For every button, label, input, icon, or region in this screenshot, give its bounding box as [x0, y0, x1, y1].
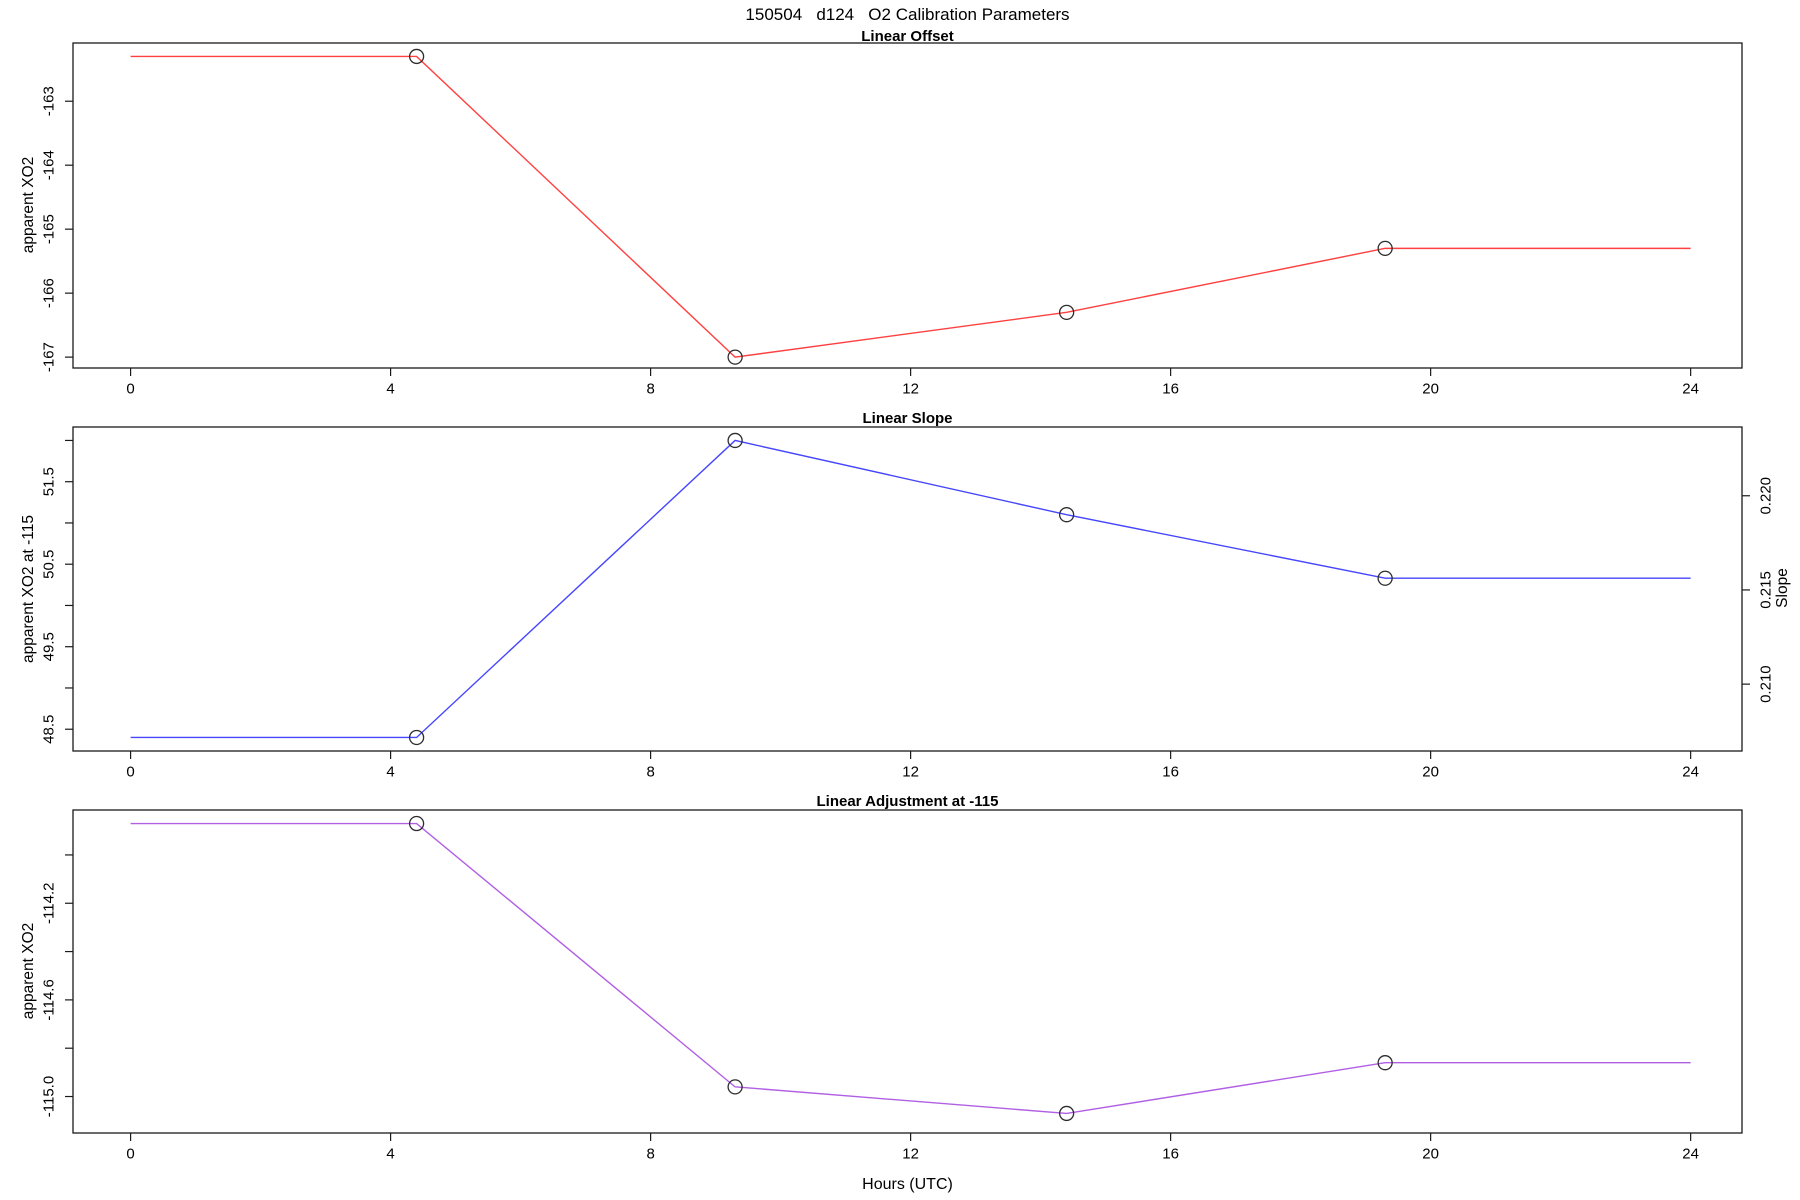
panel-linear-offset: 0 4 8 12 16 20 24 -163 -164 -165 -166 -167 — [41, 42, 1743, 398]
x-tick-label: 8 — [646, 764, 654, 781]
data-point — [727, 1079, 743, 1095]
data-point — [1058, 1105, 1075, 1122]
y-tick-right-label: 0.220 — [1758, 477, 1775, 515]
panel-linear-adjustment: 0 4 8 12 16 20 24 -114.2 -114.6 -115.0 — [41, 809, 1743, 1163]
panel-title-linear-slope: Linear Slope — [862, 410, 953, 427]
data-point — [727, 432, 743, 449]
y-tick-right-label: 0.210 — [1758, 665, 1775, 703]
x-tick-label: 16 — [1162, 1146, 1179, 1163]
x-tick-label: 0 — [126, 381, 134, 398]
x-tick-label: 24 — [1682, 381, 1699, 398]
data-point — [1377, 240, 1393, 257]
x-tick-label: 12 — [902, 381, 919, 398]
x-tick-label: 20 — [1422, 381, 1439, 398]
data-point — [408, 815, 425, 832]
x-tick-label: 16 — [1162, 764, 1179, 781]
x-tick-label: 20 — [1422, 1146, 1439, 1163]
data-point — [1058, 507, 1075, 523]
data-point — [727, 349, 743, 365]
y-tick-label: -115.0 — [41, 1076, 58, 1117]
plot-box — [72, 42, 1743, 369]
y-axis-label-adjustment: apparent XO2 — [20, 922, 37, 1020]
x-tick-label: 12 — [902, 764, 919, 781]
x-tick-label: 16 — [1162, 381, 1179, 398]
y-tick-label: 48.5 — [41, 715, 58, 744]
data-point — [1058, 304, 1075, 320]
data-line — [130, 822, 1691, 1115]
panel-title-linear-adjustment: Linear Adjustment at -115 — [816, 793, 999, 810]
data-point — [408, 48, 425, 65]
y-tick-label: -114.6 — [41, 979, 58, 1020]
y-axis-label-slope-left: apparent XO2 at -115 — [20, 515, 37, 663]
x-tick-label: 8 — [646, 1146, 654, 1163]
x-tick-label: 0 — [126, 764, 134, 781]
y-tick-label: -114.2 — [41, 883, 58, 924]
y-tick-label: -164 — [41, 150, 58, 180]
x-tick-label: 12 — [902, 1146, 919, 1163]
x-axis-label: Hours (UTC) — [862, 1176, 953, 1193]
y-axis-label-offset: apparent XO2 — [20, 156, 37, 254]
x-tick-label: 4 — [386, 381, 394, 398]
y-tick-label: -165 — [41, 214, 58, 244]
y-tick-label: -167 — [41, 342, 58, 372]
data-point — [408, 729, 425, 746]
x-tick-label: 20 — [1422, 764, 1439, 781]
x-tick-label: 24 — [1682, 764, 1699, 781]
x-tick-label: 0 — [126, 1146, 134, 1163]
y-tick-right-label: 0.215 — [1758, 571, 1775, 609]
data-point — [1377, 570, 1393, 586]
x-tick-label: 4 — [386, 764, 394, 781]
figure-title: 150504 d124 O2 Calibration Parameters — [745, 5, 1070, 24]
y-tick-label: -166 — [41, 278, 58, 308]
panel-title-linear-offset: Linear Offset — [861, 28, 954, 45]
plot-box — [72, 809, 1743, 1134]
x-tick-label: 4 — [386, 1146, 394, 1163]
data-line — [130, 55, 1691, 358]
x-tick-label: 8 — [646, 381, 654, 398]
plot-box — [72, 426, 1743, 752]
x-tick-label: 24 — [1682, 1146, 1699, 1163]
y-axis-label-slope-right: Slope — [1774, 568, 1791, 608]
y-tick-label: 51.5 — [41, 467, 58, 496]
data-point — [1377, 1055, 1393, 1071]
data-line — [130, 439, 1691, 739]
y-tick-label: -163 — [41, 86, 58, 116]
y-tick-label: 50.5 — [41, 550, 58, 579]
y-tick-label: 49.5 — [41, 632, 58, 661]
panel-linear-slope: 0 4 8 12 16 20 24 51.5 50.5 49.5 48.5 0.220 0.215 0.2… — [41, 426, 1775, 781]
